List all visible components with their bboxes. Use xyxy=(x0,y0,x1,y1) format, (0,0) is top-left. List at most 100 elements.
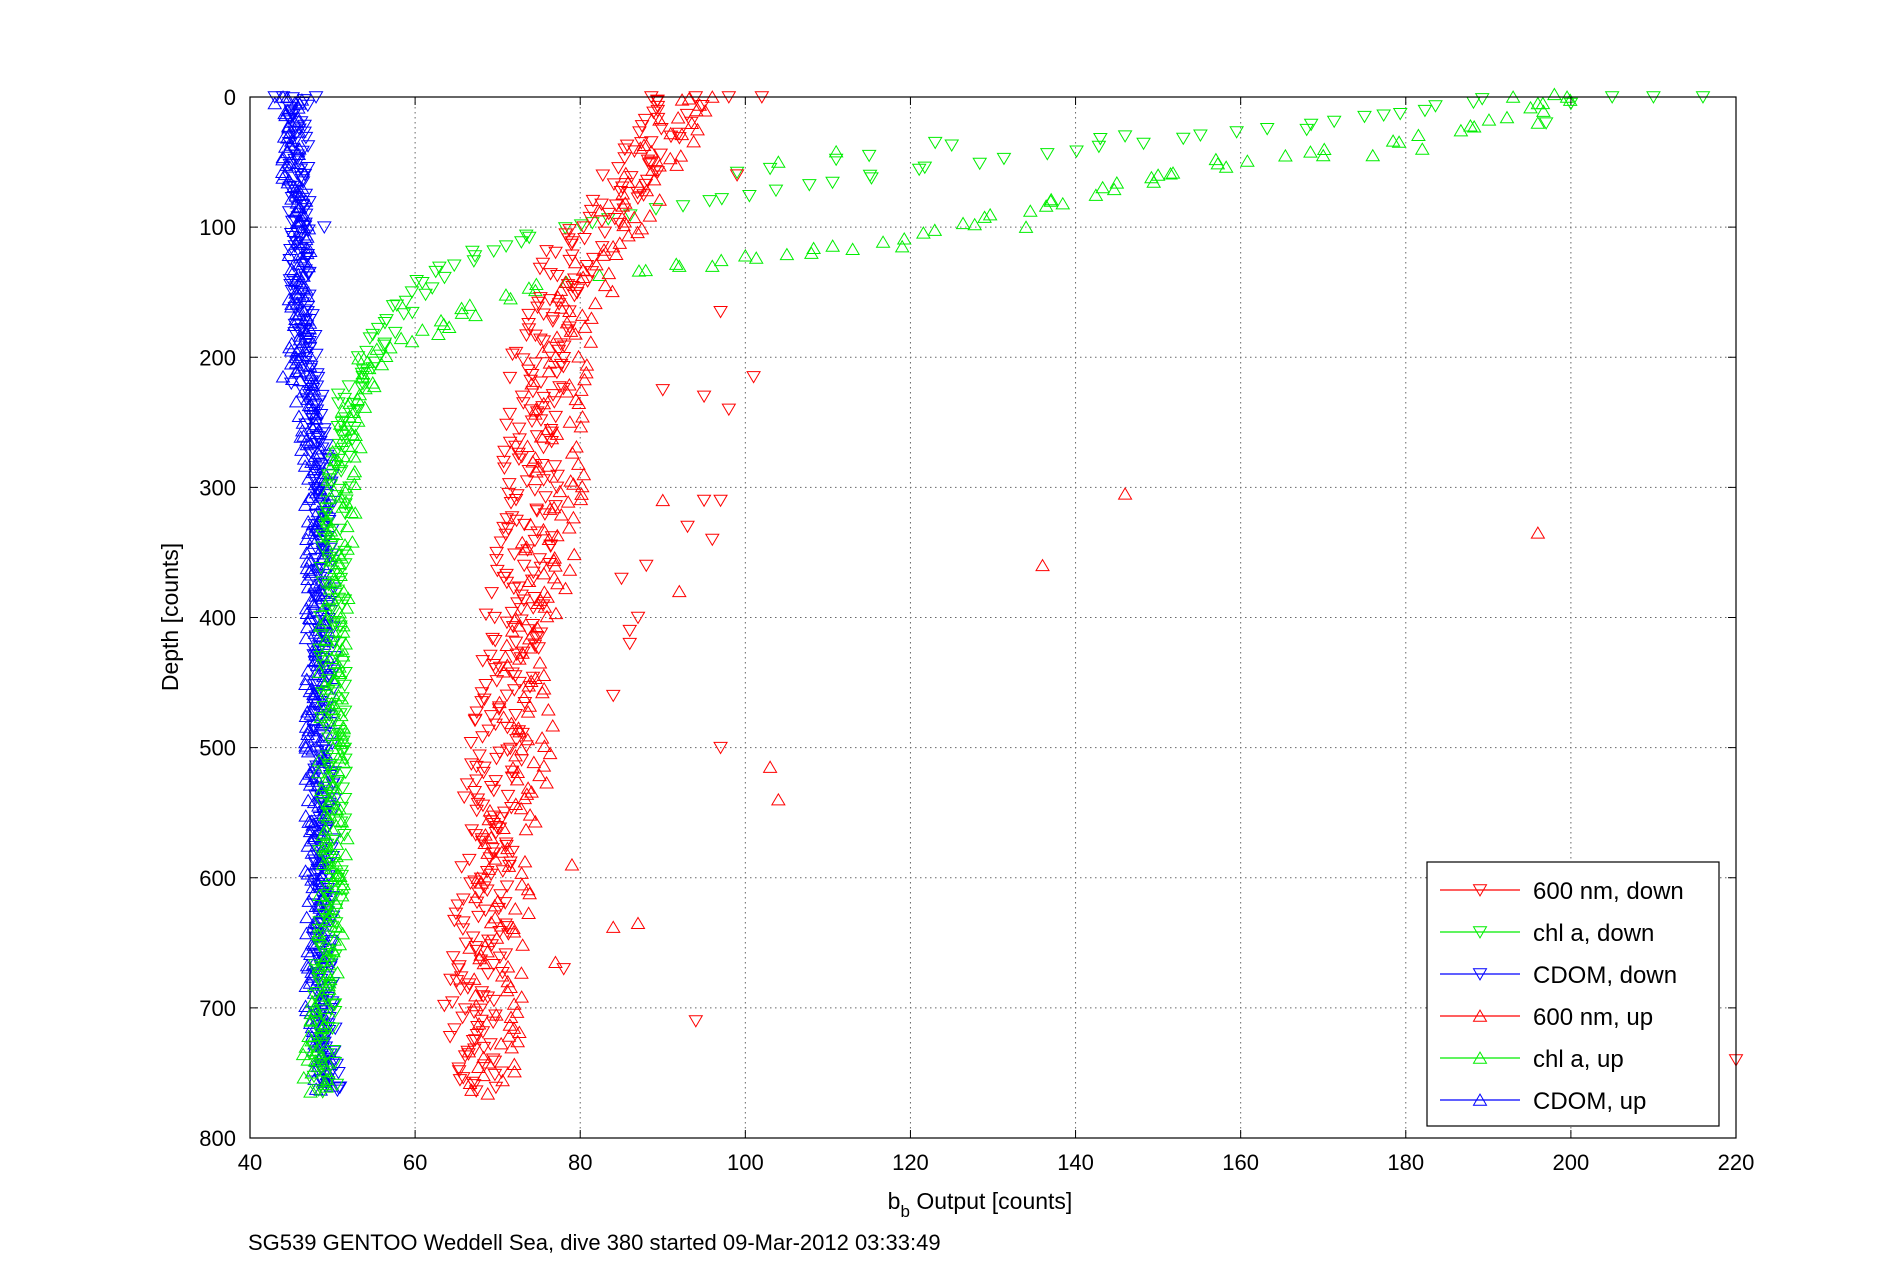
data-point xyxy=(545,389,561,402)
data-point xyxy=(560,324,576,337)
data-point xyxy=(501,487,516,501)
data-point xyxy=(454,301,469,315)
data-point xyxy=(333,461,349,474)
data-point xyxy=(638,178,654,192)
data-point xyxy=(696,390,712,404)
data-point xyxy=(1150,168,1166,181)
data-point xyxy=(303,446,319,460)
data-point xyxy=(521,281,537,294)
data-point xyxy=(549,330,565,343)
data-point xyxy=(643,157,659,170)
data-point xyxy=(296,452,312,465)
data-point xyxy=(539,775,554,789)
data-point xyxy=(578,365,594,379)
data-point xyxy=(303,410,319,424)
data-point xyxy=(344,433,360,447)
data-point xyxy=(431,261,447,275)
data-point xyxy=(495,1073,510,1087)
data-point xyxy=(566,477,581,490)
data-point xyxy=(283,356,299,370)
data-point xyxy=(567,289,582,303)
data-point xyxy=(683,116,699,130)
data-point xyxy=(545,315,561,328)
data-point xyxy=(318,719,334,733)
data-point xyxy=(332,728,348,741)
data-point xyxy=(488,1009,503,1022)
data-point xyxy=(446,259,462,273)
data-point xyxy=(653,148,669,162)
data-point xyxy=(633,137,649,150)
data-point xyxy=(319,507,335,520)
data-point xyxy=(498,948,514,961)
data-point xyxy=(1163,166,1178,180)
x-tick-label: 140 xyxy=(1057,1150,1094,1175)
data-point xyxy=(317,739,333,753)
data-point xyxy=(424,282,440,295)
data-point xyxy=(476,1059,492,1072)
data-point xyxy=(616,203,632,216)
data-point xyxy=(1095,180,1111,194)
data-point xyxy=(529,277,544,291)
data-point xyxy=(556,340,572,354)
data-point xyxy=(319,889,335,902)
data-point xyxy=(1481,113,1497,126)
data-point xyxy=(668,257,684,270)
data-point xyxy=(296,1070,312,1084)
data-point xyxy=(527,484,543,497)
data-point xyxy=(296,429,312,442)
data-point xyxy=(307,857,323,870)
data-point xyxy=(298,631,314,645)
data-point xyxy=(488,826,504,840)
data-point xyxy=(650,166,666,179)
data-point xyxy=(315,529,331,543)
data-point xyxy=(631,264,647,277)
data-point xyxy=(642,209,658,222)
data-point xyxy=(301,565,317,578)
data-point xyxy=(316,1057,332,1071)
data-point xyxy=(469,944,485,958)
data-point xyxy=(342,481,357,495)
data-point xyxy=(471,910,486,924)
data-point xyxy=(496,455,511,469)
data-point xyxy=(289,152,305,165)
data-point xyxy=(321,978,336,992)
data-point xyxy=(334,416,350,430)
data-point xyxy=(536,522,551,536)
data-point xyxy=(594,198,609,212)
data-point xyxy=(504,606,520,620)
data-point xyxy=(491,703,507,716)
data-point xyxy=(514,877,530,891)
data-point xyxy=(672,132,687,145)
data-point xyxy=(845,242,861,255)
data-point xyxy=(294,242,309,256)
data-point xyxy=(321,975,337,989)
data-point xyxy=(508,748,523,762)
data-point xyxy=(334,642,350,655)
data-point xyxy=(275,150,291,164)
data-point xyxy=(326,664,342,678)
data-point xyxy=(469,706,485,720)
series-600-nm-up xyxy=(461,90,1546,1100)
data-point xyxy=(1538,117,1554,130)
data-point xyxy=(505,348,520,362)
data-point xyxy=(594,241,610,254)
data-point xyxy=(333,572,349,586)
data-point xyxy=(1562,93,1578,106)
data-point xyxy=(1326,115,1342,129)
data-point xyxy=(542,746,558,760)
data-point xyxy=(576,467,592,481)
data-point xyxy=(297,304,313,317)
data-point xyxy=(779,247,795,261)
data-point xyxy=(529,406,545,419)
data-point xyxy=(531,642,547,655)
data-point xyxy=(306,724,322,737)
data-point xyxy=(320,862,336,875)
data-point xyxy=(1428,100,1443,113)
data-point xyxy=(330,420,346,434)
data-point xyxy=(331,667,347,680)
data-point xyxy=(605,284,620,298)
data-point xyxy=(447,914,462,928)
data-point xyxy=(334,429,350,443)
data-point xyxy=(325,538,340,551)
data-point xyxy=(1165,166,1181,179)
